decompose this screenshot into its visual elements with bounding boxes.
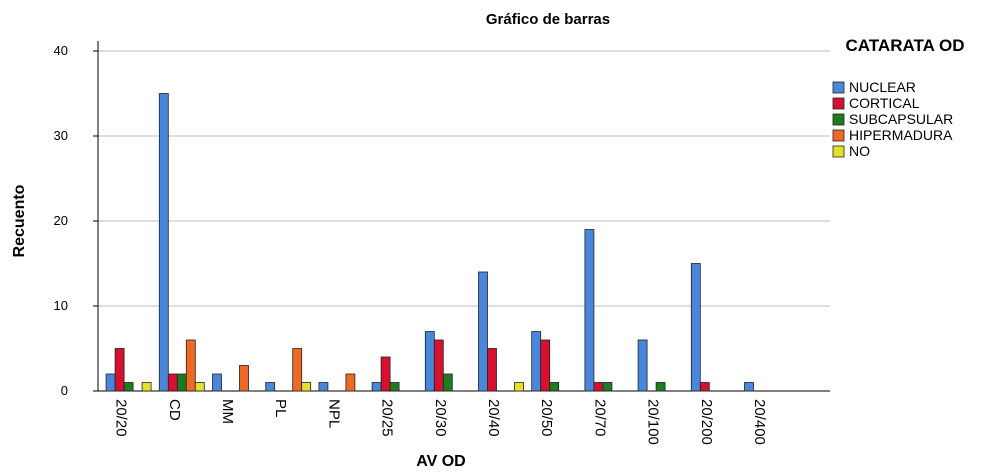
bar	[292, 348, 303, 392]
bar	[637, 339, 648, 392]
x-tick-label: 20/200	[698, 399, 715, 445]
legend-swatch	[832, 81, 845, 94]
x-tick-label: 20/50	[538, 399, 555, 437]
y-tick-label: 20	[54, 213, 68, 228]
y-axis-label: Recuento	[11, 184, 28, 257]
x-tick-label: 20/70	[591, 399, 608, 437]
y-tick-label: 30	[54, 128, 68, 143]
x-tick-label: PL	[272, 399, 289, 417]
legend-swatch	[832, 129, 845, 142]
x-tick-label: 20/20	[113, 399, 130, 437]
x-tick-label: 20/40	[485, 399, 502, 437]
bar	[744, 382, 754, 392]
bar	[442, 373, 453, 392]
x-tick-label: 20/25	[379, 399, 396, 437]
bar	[371, 382, 382, 392]
legend-label: NO	[849, 143, 870, 159]
bar	[699, 382, 710, 392]
bar	[167, 373, 178, 392]
x-tick-label: 20/400	[751, 399, 768, 445]
x-axis-label: AV OD	[416, 453, 465, 470]
x-tick-label: 20/30	[432, 399, 449, 437]
y-tick-label: 10	[54, 298, 68, 313]
legend-swatch	[832, 97, 845, 110]
bar	[158, 93, 169, 392]
legend-label: NUCLEAR	[849, 79, 916, 95]
x-tick-label: CD	[166, 399, 183, 421]
bar	[194, 382, 205, 392]
y-tick-label: 40	[54, 43, 68, 58]
bar	[265, 382, 276, 392]
bar	[584, 229, 595, 392]
bar	[389, 382, 400, 392]
bar	[531, 331, 542, 392]
bar	[487, 348, 497, 392]
bar	[141, 382, 152, 392]
bar	[185, 339, 196, 392]
bar	[433, 339, 444, 392]
bar	[318, 382, 329, 392]
bar	[549, 382, 560, 392]
bar	[176, 373, 187, 392]
legend-swatch	[832, 145, 845, 158]
legend-title: CATARATA OD	[845, 36, 965, 55]
x-tick-label: MM	[219, 399, 236, 424]
bar	[239, 365, 249, 392]
bar	[514, 382, 524, 392]
bar	[690, 263, 701, 392]
bar	[655, 382, 666, 392]
legend-label: CORTICAL	[849, 95, 920, 111]
bar	[212, 373, 222, 392]
bar	[540, 339, 551, 392]
bar	[123, 382, 134, 392]
bar	[114, 348, 125, 392]
x-tick-label: NPL	[325, 399, 342, 428]
y-tick-label: 0	[61, 383, 68, 398]
bar	[424, 331, 435, 392]
bar	[380, 356, 391, 392]
bar	[345, 373, 356, 392]
legend-label: SUBCAPSULAR	[849, 111, 953, 127]
chart-title: Gráfico de barras	[486, 11, 610, 28]
legend-swatch	[832, 113, 845, 126]
bar	[105, 373, 116, 392]
bar	[602, 382, 613, 392]
bar	[478, 271, 488, 392]
x-tick-label: 20/100	[645, 399, 662, 445]
bar	[593, 382, 604, 392]
legend-label: HIPERMADURA	[849, 127, 953, 143]
bar	[301, 382, 312, 392]
